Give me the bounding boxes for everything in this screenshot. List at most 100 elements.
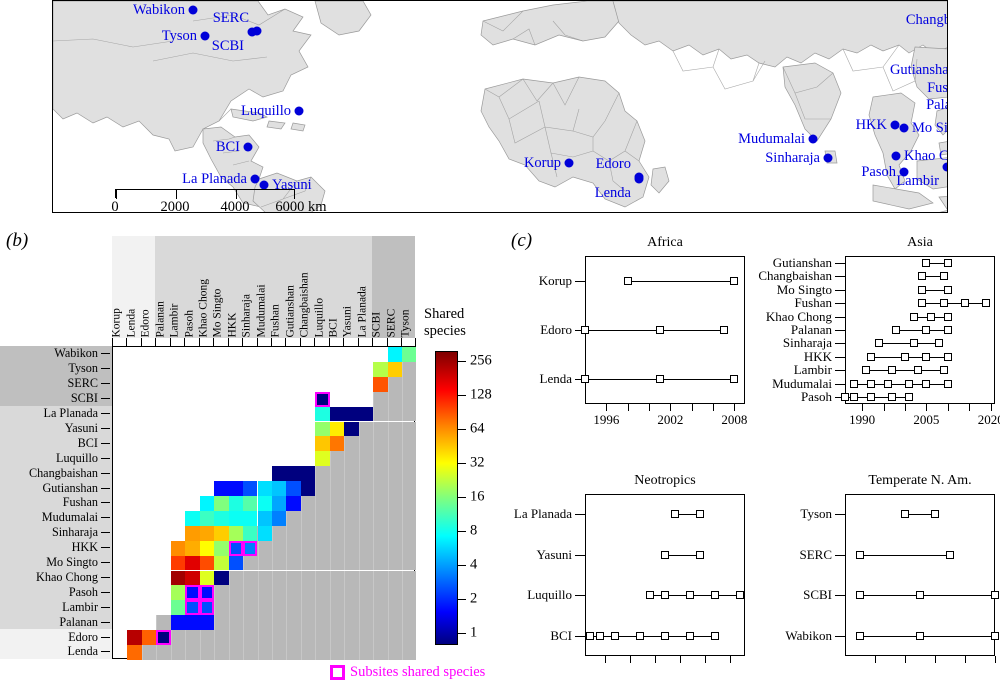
matrix-inactive-region	[127, 645, 417, 660]
subplot-y-tick	[835, 554, 845, 556]
map-dot-lenda	[634, 174, 644, 184]
colorbar-tick-label: 1	[470, 624, 478, 641]
census-marker	[661, 591, 669, 600]
map-dot-la-planada	[250, 174, 260, 184]
matrix-row-tick	[101, 353, 110, 355]
colorbar-tick-mark	[457, 361, 466, 362]
matrix-cell	[185, 615, 200, 631]
matrix-cell	[243, 496, 258, 511]
subplot-site-label: Mo Singto	[776, 281, 832, 297]
colorbar-tick-label: 256	[470, 352, 492, 369]
matrix-row-label: Changbaishan	[28, 465, 98, 480]
matrix-row-tick	[101, 383, 110, 385]
matrix-row-band	[0, 405, 112, 630]
subplot-x-tick	[713, 404, 714, 411]
census-subplot-temperate-n-am-: Temperate N. Am. Tyson SERC SCBI Wabikon	[785, 473, 999, 663]
census-marker	[901, 510, 909, 519]
subplot-x-tick	[905, 656, 906, 663]
matrix-column-tick	[270, 338, 272, 347]
matrix-column-label: Sinharaja	[240, 293, 253, 337]
map-label-la-planada: La Planada	[182, 170, 247, 187]
census-marker	[655, 326, 664, 334]
census-marker	[916, 591, 924, 600]
matrix-inactive-region	[141, 630, 417, 645]
matrix-cell	[185, 540, 200, 556]
matrix-row-tick	[101, 487, 110, 489]
subplot-x-tick	[680, 656, 681, 663]
matrix-row-tick	[101, 457, 110, 459]
census-span-line	[650, 595, 740, 597]
matrix-column-label: SCBI	[370, 311, 383, 337]
matrix-column-tick	[198, 338, 200, 347]
census-marker	[841, 393, 849, 402]
subplot-frame	[845, 494, 995, 656]
matrix-cell	[257, 481, 272, 496]
census-marker	[866, 352, 875, 361]
matrix-row-label: Tyson	[68, 361, 98, 376]
matrix-row-tick	[101, 427, 110, 429]
matrix-cell	[228, 540, 244, 556]
matrix-cell	[199, 496, 215, 511]
census-marker	[866, 379, 875, 388]
census-marker	[905, 379, 914, 388]
census-marker	[711, 591, 719, 600]
matrix-column-tick	[256, 338, 258, 347]
matrix-column-label: BCI	[327, 317, 340, 337]
census-marker	[991, 631, 999, 640]
colorbar-title: Shared species	[424, 306, 494, 339]
matrix-row-label: Yasuni	[64, 420, 98, 435]
subplot-site-label: Lenda	[539, 371, 572, 387]
subplot-site-label: Gutianshan	[772, 254, 832, 270]
census-marker	[883, 379, 892, 388]
matrix-column-tick	[386, 338, 388, 347]
matrix-column-label: HKK	[226, 312, 239, 337]
census-span-line	[922, 289, 948, 291]
matrix-cell	[315, 406, 330, 422]
panel-b-label: (b)	[6, 230, 29, 251]
census-marker	[623, 276, 632, 285]
subplot-title: Neotropics	[634, 473, 696, 488]
matrix-cell	[170, 600, 186, 616]
census-marker	[943, 285, 952, 294]
matrix-gridline	[373, 347, 375, 660]
subplot-site-label: Khao Chong	[765, 308, 832, 324]
matrix-column-label: Palanan	[154, 300, 167, 337]
census-marker	[939, 366, 948, 375]
subplot-y-tick	[575, 379, 585, 381]
census-marker	[939, 299, 948, 308]
subplot-title: Africa	[647, 235, 683, 250]
matrix-column-tick	[285, 338, 287, 347]
matrix-cell	[141, 630, 157, 645]
matrix-gridline	[329, 347, 331, 660]
matrix-cell	[315, 421, 330, 437]
matrix-column-tick	[126, 338, 128, 347]
colorbar-tick-label: 16	[470, 488, 485, 505]
matrix-gridline	[358, 347, 360, 660]
census-marker	[901, 352, 909, 361]
matrix-inactive-region	[373, 391, 417, 407]
subplot-site-label: Korup	[538, 272, 572, 288]
census-marker	[581, 375, 589, 384]
matrix-inactive-region	[387, 376, 417, 392]
matrix-cell	[170, 540, 186, 556]
matrix-cell	[271, 466, 287, 482]
subplot-x-tick	[670, 404, 672, 411]
matrix-cell	[387, 361, 402, 377]
subplot-x-tick	[655, 656, 656, 663]
map-label-khao-chong: Khao Chong	[904, 147, 948, 164]
matrix-row-label: Lambir	[62, 599, 98, 614]
map-dot-pasoh	[899, 167, 909, 177]
subplot-x-tick	[862, 404, 864, 411]
census-marker	[888, 393, 897, 402]
matrix-gridline	[185, 347, 187, 660]
census-marker	[922, 352, 931, 361]
subplot-y-tick	[575, 635, 585, 637]
matrix-cell	[170, 615, 186, 631]
matrix-column-tick	[299, 338, 301, 347]
matrix-column-tick	[401, 338, 402, 347]
matrix-column-tick	[372, 338, 374, 347]
map-dot-lambir	[942, 162, 947, 172]
matrix-row-tick	[101, 576, 110, 578]
census-marker	[913, 366, 922, 375]
colorbar-tick-mark	[457, 633, 466, 634]
